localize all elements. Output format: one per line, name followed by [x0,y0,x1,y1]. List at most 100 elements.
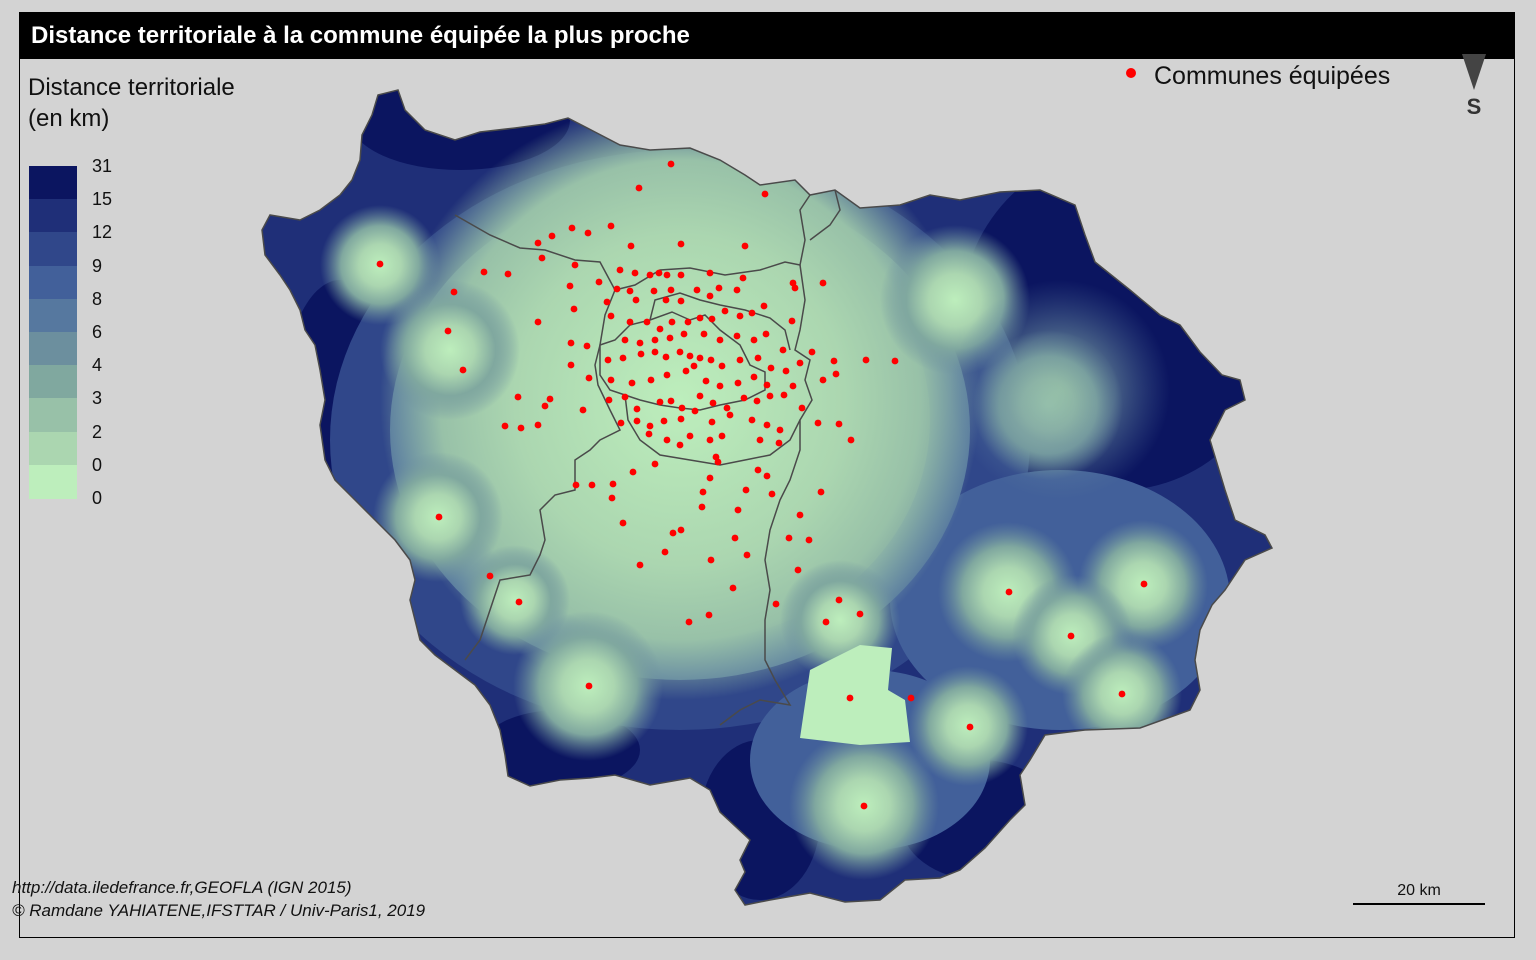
commune-point [767,364,775,372]
commune-point [570,305,578,313]
commune-point [712,453,720,461]
commune-point [667,397,675,405]
commune-point [798,404,806,412]
commune-point [655,269,663,277]
points-legend: Communes équipées [1126,62,1390,91]
map-title: Distance territoriale à la commune équip… [20,13,1514,59]
source-line1: http://data.iledefrance.fr,GEOFLA (IGN 2… [12,878,352,897]
commune-point [567,339,575,347]
commune-point [643,318,651,326]
commune-point [731,534,739,542]
commune-point [736,312,744,320]
commune-point [740,394,748,402]
commune-point [788,317,796,325]
commune-point [753,397,761,405]
commune-point [504,270,512,278]
commune-point [699,488,707,496]
commune-point [700,330,708,338]
commune-point [775,439,783,447]
commune-point [741,242,749,250]
commune-point [1005,588,1013,596]
commune-point [808,348,816,356]
commune-point [791,284,799,292]
commune-point [647,376,655,384]
commune-point [716,382,724,390]
commune-point [733,286,741,294]
commune-point [619,519,627,527]
commune-point [444,327,452,335]
commune-point [607,376,615,384]
scale-bar-line [1353,903,1485,905]
points-legend-label: Communes équipées [1154,62,1391,90]
commune-point [435,513,443,521]
scale-bar: 20 km [1353,882,1485,905]
commune-point [656,325,664,333]
commune-point [617,419,625,427]
commune-point [966,723,974,731]
commune-point [546,395,554,403]
commune-point [676,441,684,449]
commune-point [613,285,621,293]
commune-point [567,361,575,369]
legend-class-label: 15 [92,189,113,210]
commune-point [607,312,615,320]
commune-point [760,302,768,310]
commune-point [685,618,693,626]
commune-point [819,279,827,287]
legend-swatch [29,199,77,234]
commune-point [635,184,643,192]
commune-point [785,534,793,542]
commune-point [680,330,688,338]
commune-point [706,474,714,482]
commune-point [846,694,854,702]
commune-point [706,292,714,300]
commune-point [541,402,549,410]
commune-point [907,694,915,702]
commune-point [772,600,780,608]
commune-point [619,354,627,362]
commune-point [663,271,671,279]
commune-point [1067,632,1075,640]
commune-point [750,336,758,344]
commune-point [677,240,685,248]
commune-point [780,391,788,399]
commune-point [776,426,784,434]
commune-point [626,287,634,295]
commune-point [768,490,776,498]
communes-equipees-points [376,160,1148,810]
commune-point [677,415,685,423]
commune-point [726,411,734,419]
commune-point [651,460,659,468]
commune-point [548,232,556,240]
commune-point [662,296,670,304]
commune-point [762,330,770,338]
commune-point [588,481,596,489]
commune-point [572,481,580,489]
commune-point [754,466,762,474]
legend-class-label: 8 [92,288,103,309]
commune-point [480,268,488,276]
source-line2: © Ramdane YAHIATENE,IFSTTAR / Univ-Paris… [12,901,426,920]
commune-point [571,261,579,269]
commune-point [666,334,674,342]
north-arrow-letter: S [1466,94,1482,119]
legend-swatch [29,298,77,333]
commune-point [733,332,741,340]
commune-point [656,398,664,406]
commune-point [847,436,855,444]
commune-point [862,356,870,364]
legend-class-label: 12 [92,222,113,243]
commune-point [579,406,587,414]
commune-point [763,472,771,480]
commune-point [662,353,670,361]
commune-point [651,336,659,344]
commune-point [743,551,751,559]
commune-point [607,222,615,230]
legend-swatch [29,365,77,400]
commune-point [708,315,716,323]
commune-point [709,399,717,407]
commune-point [609,480,617,488]
commune-point [595,278,603,286]
legend-title-line1: Distance territoriale [28,74,235,101]
